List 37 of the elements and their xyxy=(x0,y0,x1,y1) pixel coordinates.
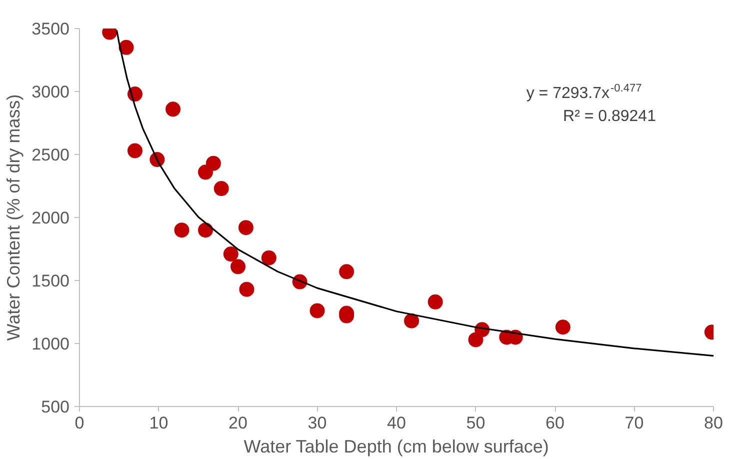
point xyxy=(223,246,238,262)
point xyxy=(310,303,325,318)
point xyxy=(166,102,181,117)
x-tick-label: 40 xyxy=(387,414,406,432)
y-axis-title: Water Content (% of dry mass) xyxy=(4,94,24,341)
point xyxy=(230,259,246,274)
x-tick-label: 10 xyxy=(149,414,168,432)
x-tick-label: 80 xyxy=(704,414,723,432)
x-tick-label: 30 xyxy=(308,414,327,432)
point xyxy=(428,294,443,310)
y-tick-label: 2000 xyxy=(32,208,70,228)
point xyxy=(198,164,214,180)
point xyxy=(127,143,142,158)
point xyxy=(118,40,134,55)
y-tick-label: 1500 xyxy=(32,272,70,290)
y-tick-label: 1000 xyxy=(32,334,70,354)
point xyxy=(238,220,254,236)
point xyxy=(339,264,354,280)
y-tick-label: 3000 xyxy=(32,82,70,102)
point xyxy=(206,156,221,171)
point xyxy=(198,222,214,238)
x-tick-label: 70 xyxy=(624,414,644,432)
x-tick-label: 0 xyxy=(74,414,84,432)
point xyxy=(555,320,570,335)
annotation: R² = 0.89241 xyxy=(563,108,656,125)
y-tick-label: 500 xyxy=(41,398,70,416)
x-tick-label: 50 xyxy=(466,414,486,432)
point xyxy=(239,282,254,297)
y-tick-label: 2500 xyxy=(32,146,70,164)
x-tick-label: 20 xyxy=(228,414,248,432)
point xyxy=(261,250,276,266)
point xyxy=(404,313,420,328)
y-tick-label: 3500 xyxy=(32,20,70,38)
x-axis-title: Water Table Depth (cm below surface) xyxy=(244,436,549,456)
point xyxy=(174,222,190,238)
x-tick-label: 60 xyxy=(546,414,564,432)
point xyxy=(214,181,229,196)
